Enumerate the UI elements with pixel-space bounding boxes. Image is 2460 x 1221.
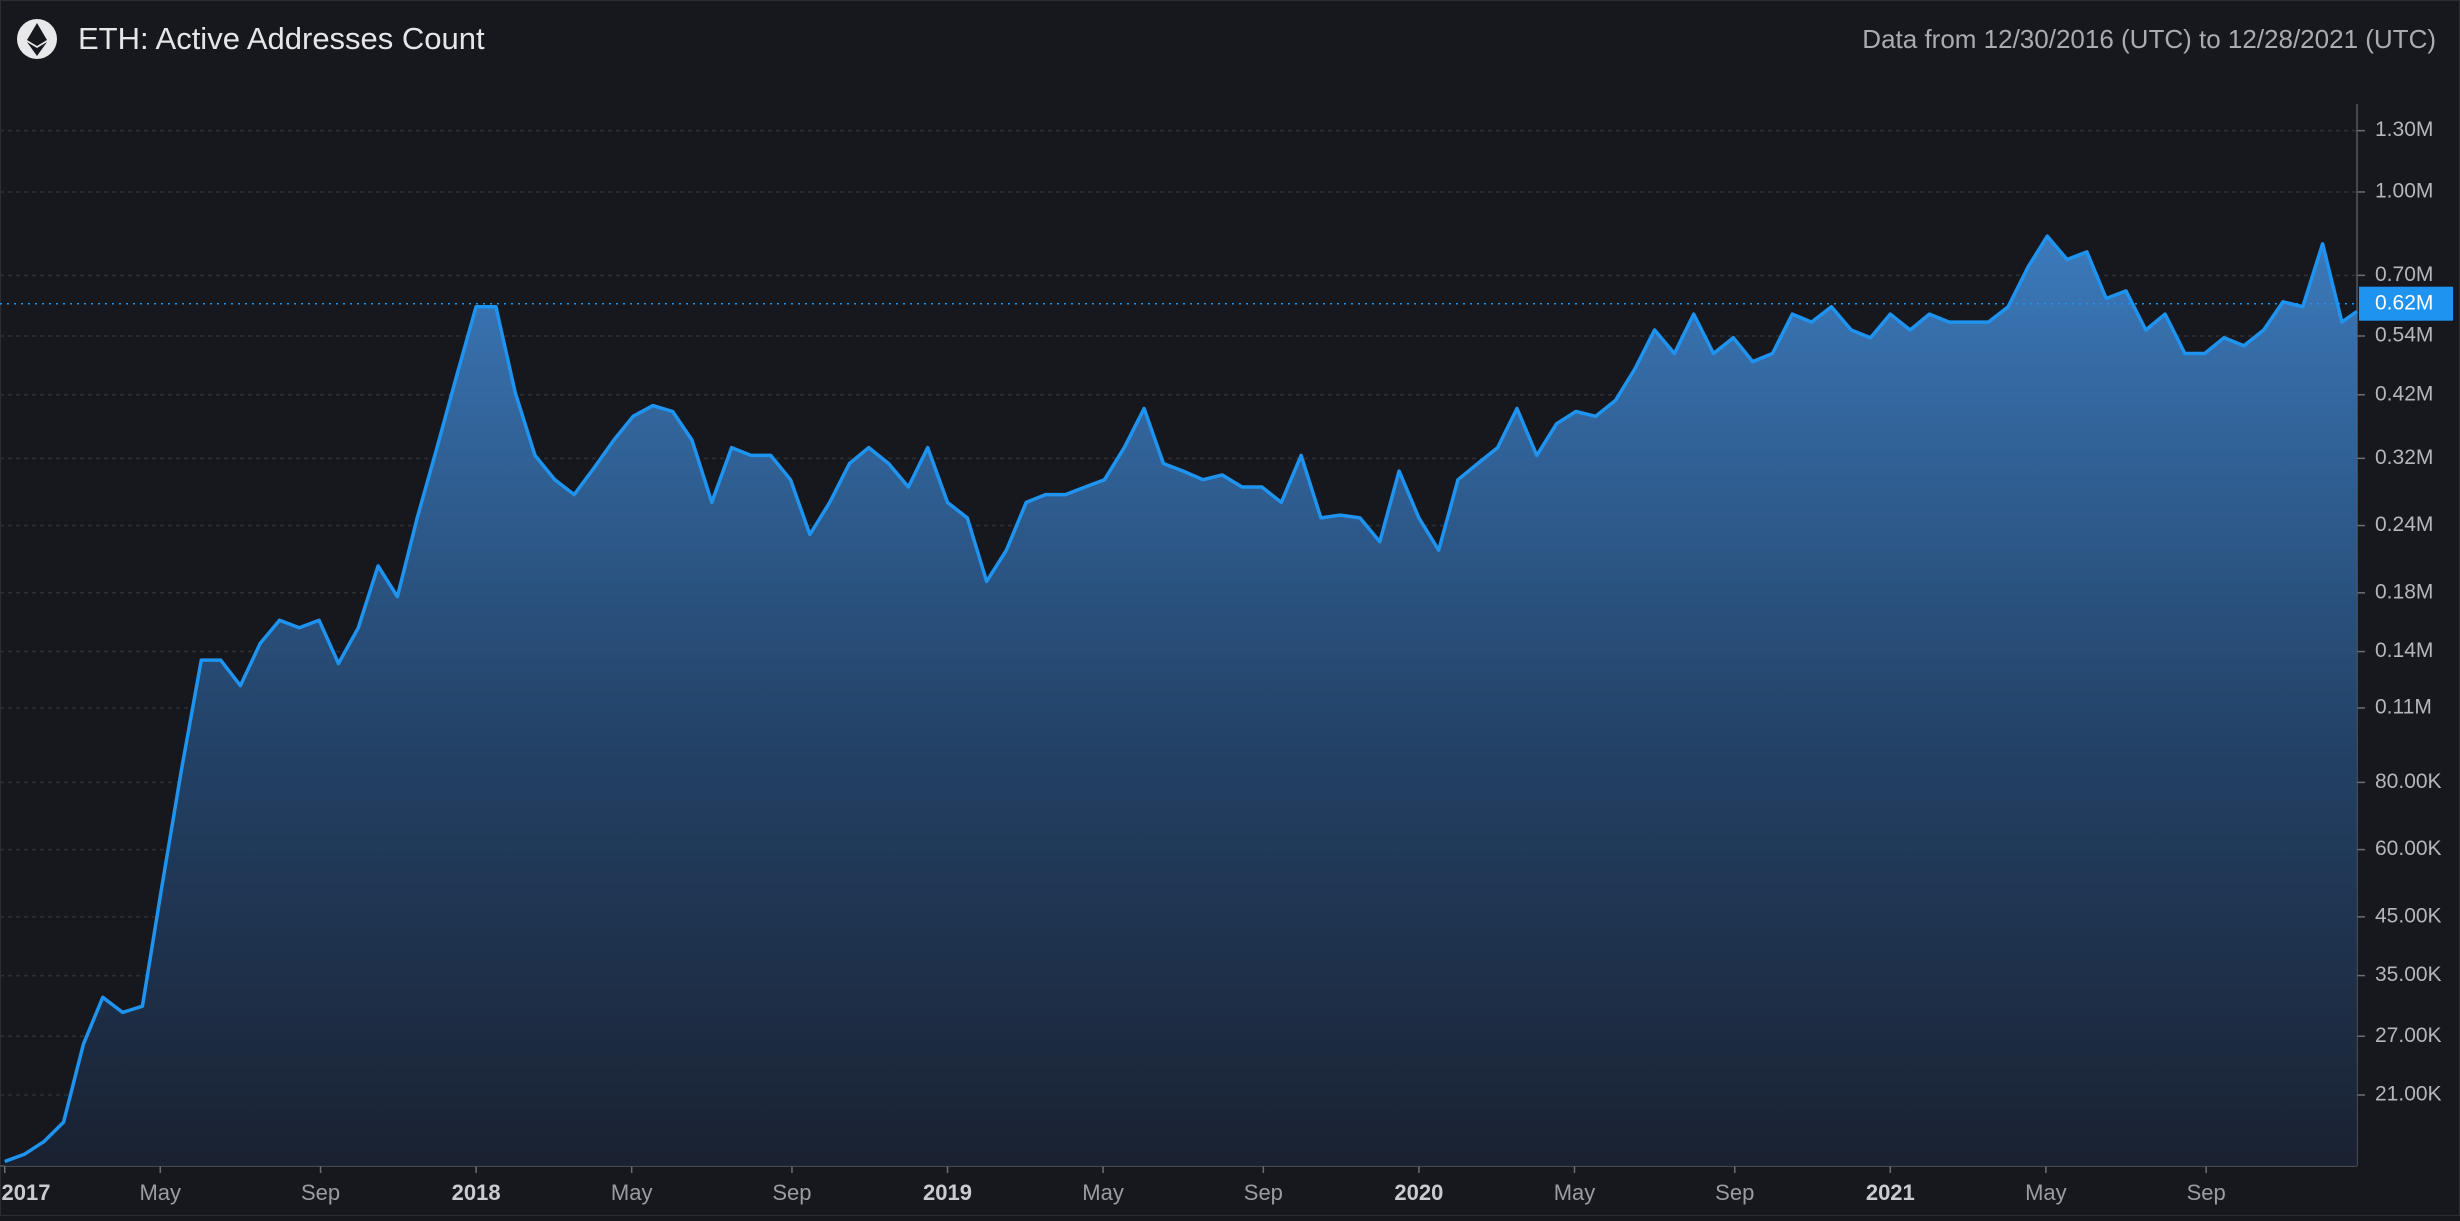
x-tick-label: Sep — [301, 1180, 340, 1205]
current-value-label: 0.62M — [2375, 291, 2433, 314]
data-line — [4, 234, 2359, 1164]
y-tick-label: 0.70M — [2375, 263, 2433, 286]
y-tick-label: 0.42M — [2375, 382, 2433, 405]
x-tick-label: 2021 — [1866, 1180, 1915, 1205]
x-tick-label: May — [611, 1180, 653, 1205]
y-tick-label: 1.30M — [2375, 118, 2433, 141]
y-tick-label: 0.11M — [2375, 695, 2432, 718]
y-tick-label: 0.24M — [2375, 513, 2433, 536]
chart-title: ETH: Active Addresses Count — [78, 21, 485, 56]
x-tick-label: 2017 — [2, 1180, 51, 1205]
y-tick-label: 21.00K — [2375, 1083, 2442, 1106]
x-tick-label: Sep — [772, 1180, 811, 1205]
y-tick-label: 0.18M — [2375, 580, 2433, 603]
x-tick-label: 2018 — [452, 1180, 501, 1205]
y-tick-label: 1.00M — [2375, 180, 2433, 203]
x-tick-label: 2019 — [923, 1180, 972, 1205]
y-tick-label: 0.54M — [2375, 324, 2433, 347]
x-tick-label: May — [2025, 1180, 2067, 1205]
area-fill — [4, 236, 2358, 1167]
x-tick-label: 2020 — [1394, 1180, 1443, 1205]
y-tick-label: 0.32M — [2375, 446, 2433, 469]
plot-area: 1.30M 1.00M 0.70M 0.54M 0.42M 0.32M 0.24M 0.18M… — [0, 104, 2453, 1205]
y-tick-label: 27.00K — [2375, 1024, 2442, 1047]
eth-icon — [17, 19, 57, 59]
x-tick-label: Sep — [1244, 1180, 1283, 1205]
y-tick-label: 80.00K — [2375, 770, 2442, 793]
y-tick-label: 35.00K — [2375, 963, 2442, 986]
x-tick-label: May — [139, 1180, 181, 1205]
y-tick-label: 60.00K — [2375, 837, 2442, 860]
x-tick-label: Sep — [2187, 1180, 2226, 1205]
current-value-box — [2359, 286, 2453, 321]
y-tick-label: 45.00K — [2375, 904, 2442, 927]
x-tick-label: Sep — [1715, 1180, 1754, 1205]
x-tick-label: May — [1082, 1180, 1124, 1205]
y-tick-label: 0.14M — [2375, 639, 2433, 662]
x-tick-label: May — [1554, 1180, 1596, 1205]
chart-subtitle: Data from 12/30/2016 (UTC) to 12/28/2021… — [1862, 24, 2436, 54]
